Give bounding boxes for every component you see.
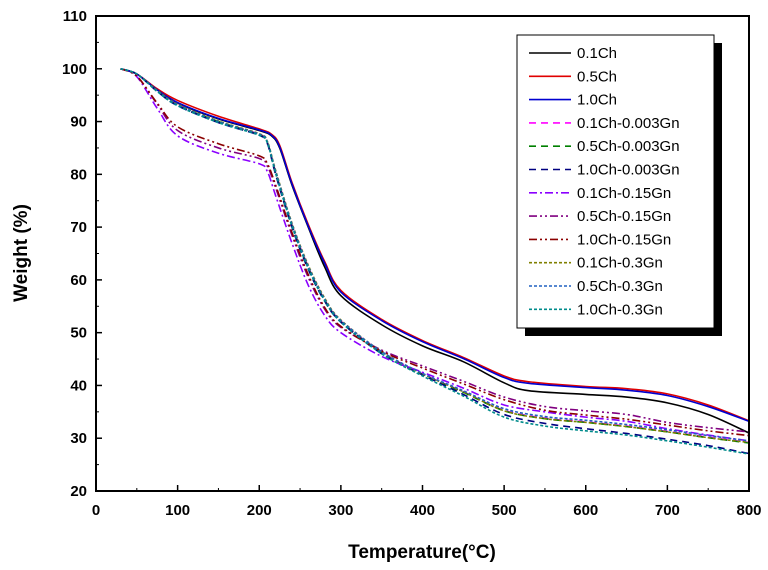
y-axis-label: Weight (%) (11, 204, 32, 302)
legend: 0.1Ch 0.5Ch 1.0Ch 0.1Ch-0.003Gn 0.5Ch-0.003G… (516, 34, 722, 336)
y-tick-label: 30 (70, 430, 87, 447)
series-line-1.0Ch-0.003Gn (120, 68, 750, 455)
series-line-0.5Ch-0.3Gn (120, 68, 750, 442)
series-line-1.0Ch (120, 68, 750, 423)
x-tick-label: 100 (165, 502, 190, 519)
y-tick-label: 60 (70, 272, 87, 289)
x-tick-label: 0 (92, 502, 100, 519)
legend-label: 0.5Ch-0.15Gn (577, 208, 671, 225)
series-line-0.1Ch-0.15Gn (120, 68, 750, 442)
series-line-0.5Ch-0.15Gn (120, 68, 750, 433)
x-tick-label: 500 (492, 502, 517, 519)
legend-box (516, 34, 715, 329)
legend-label: 0.5Ch (577, 68, 617, 85)
legend-label: 1.0Ch-0.3Gn (577, 301, 663, 318)
y-tick-label: 50 (70, 325, 87, 342)
x-tick-label: 300 (328, 502, 353, 519)
legend-label: 1.0Ch (577, 92, 617, 109)
series-layer (120, 68, 750, 455)
y-tick-label: 100 (62, 61, 87, 78)
y-tick-label: 70 (70, 219, 87, 236)
ticks-layer: 0 100 200 300 400 500 600 700 800 20 30 40 50 60 70 80 9… (62, 8, 762, 519)
x-tick-label: 200 (247, 502, 272, 519)
legend-label: 0.1Ch-0.15Gn (577, 185, 671, 202)
legend-label: 1.0Ch-0.003Gn (577, 162, 680, 179)
y-tick-label: 80 (70, 166, 87, 183)
y-tick-label: 40 (70, 377, 87, 394)
y-tick-label: 20 (70, 483, 87, 500)
legend-label: 0.1Ch-0.003Gn (577, 115, 680, 132)
legend-label: 0.1Ch (577, 45, 617, 62)
legend-label: 0.1Ch-0.3Gn (577, 255, 663, 272)
legend-label: 0.5Ch-0.003Gn (577, 138, 680, 155)
legend-label: 0.5Ch-0.3Gn (577, 278, 663, 295)
legend-label: 1.0Ch-0.15Gn (577, 231, 671, 248)
y-tick-label: 90 (70, 114, 87, 131)
x-tick-label: 600 (573, 502, 598, 519)
series-line-1.0Ch-0.3Gn (120, 68, 750, 455)
x-tick-label: 800 (736, 502, 761, 519)
y-tick-label: 110 (63, 8, 87, 25)
x-axis-label: Temperature(°C) (348, 542, 496, 563)
x-tick-label: 700 (655, 502, 680, 519)
x-tick-label: 400 (410, 502, 435, 519)
